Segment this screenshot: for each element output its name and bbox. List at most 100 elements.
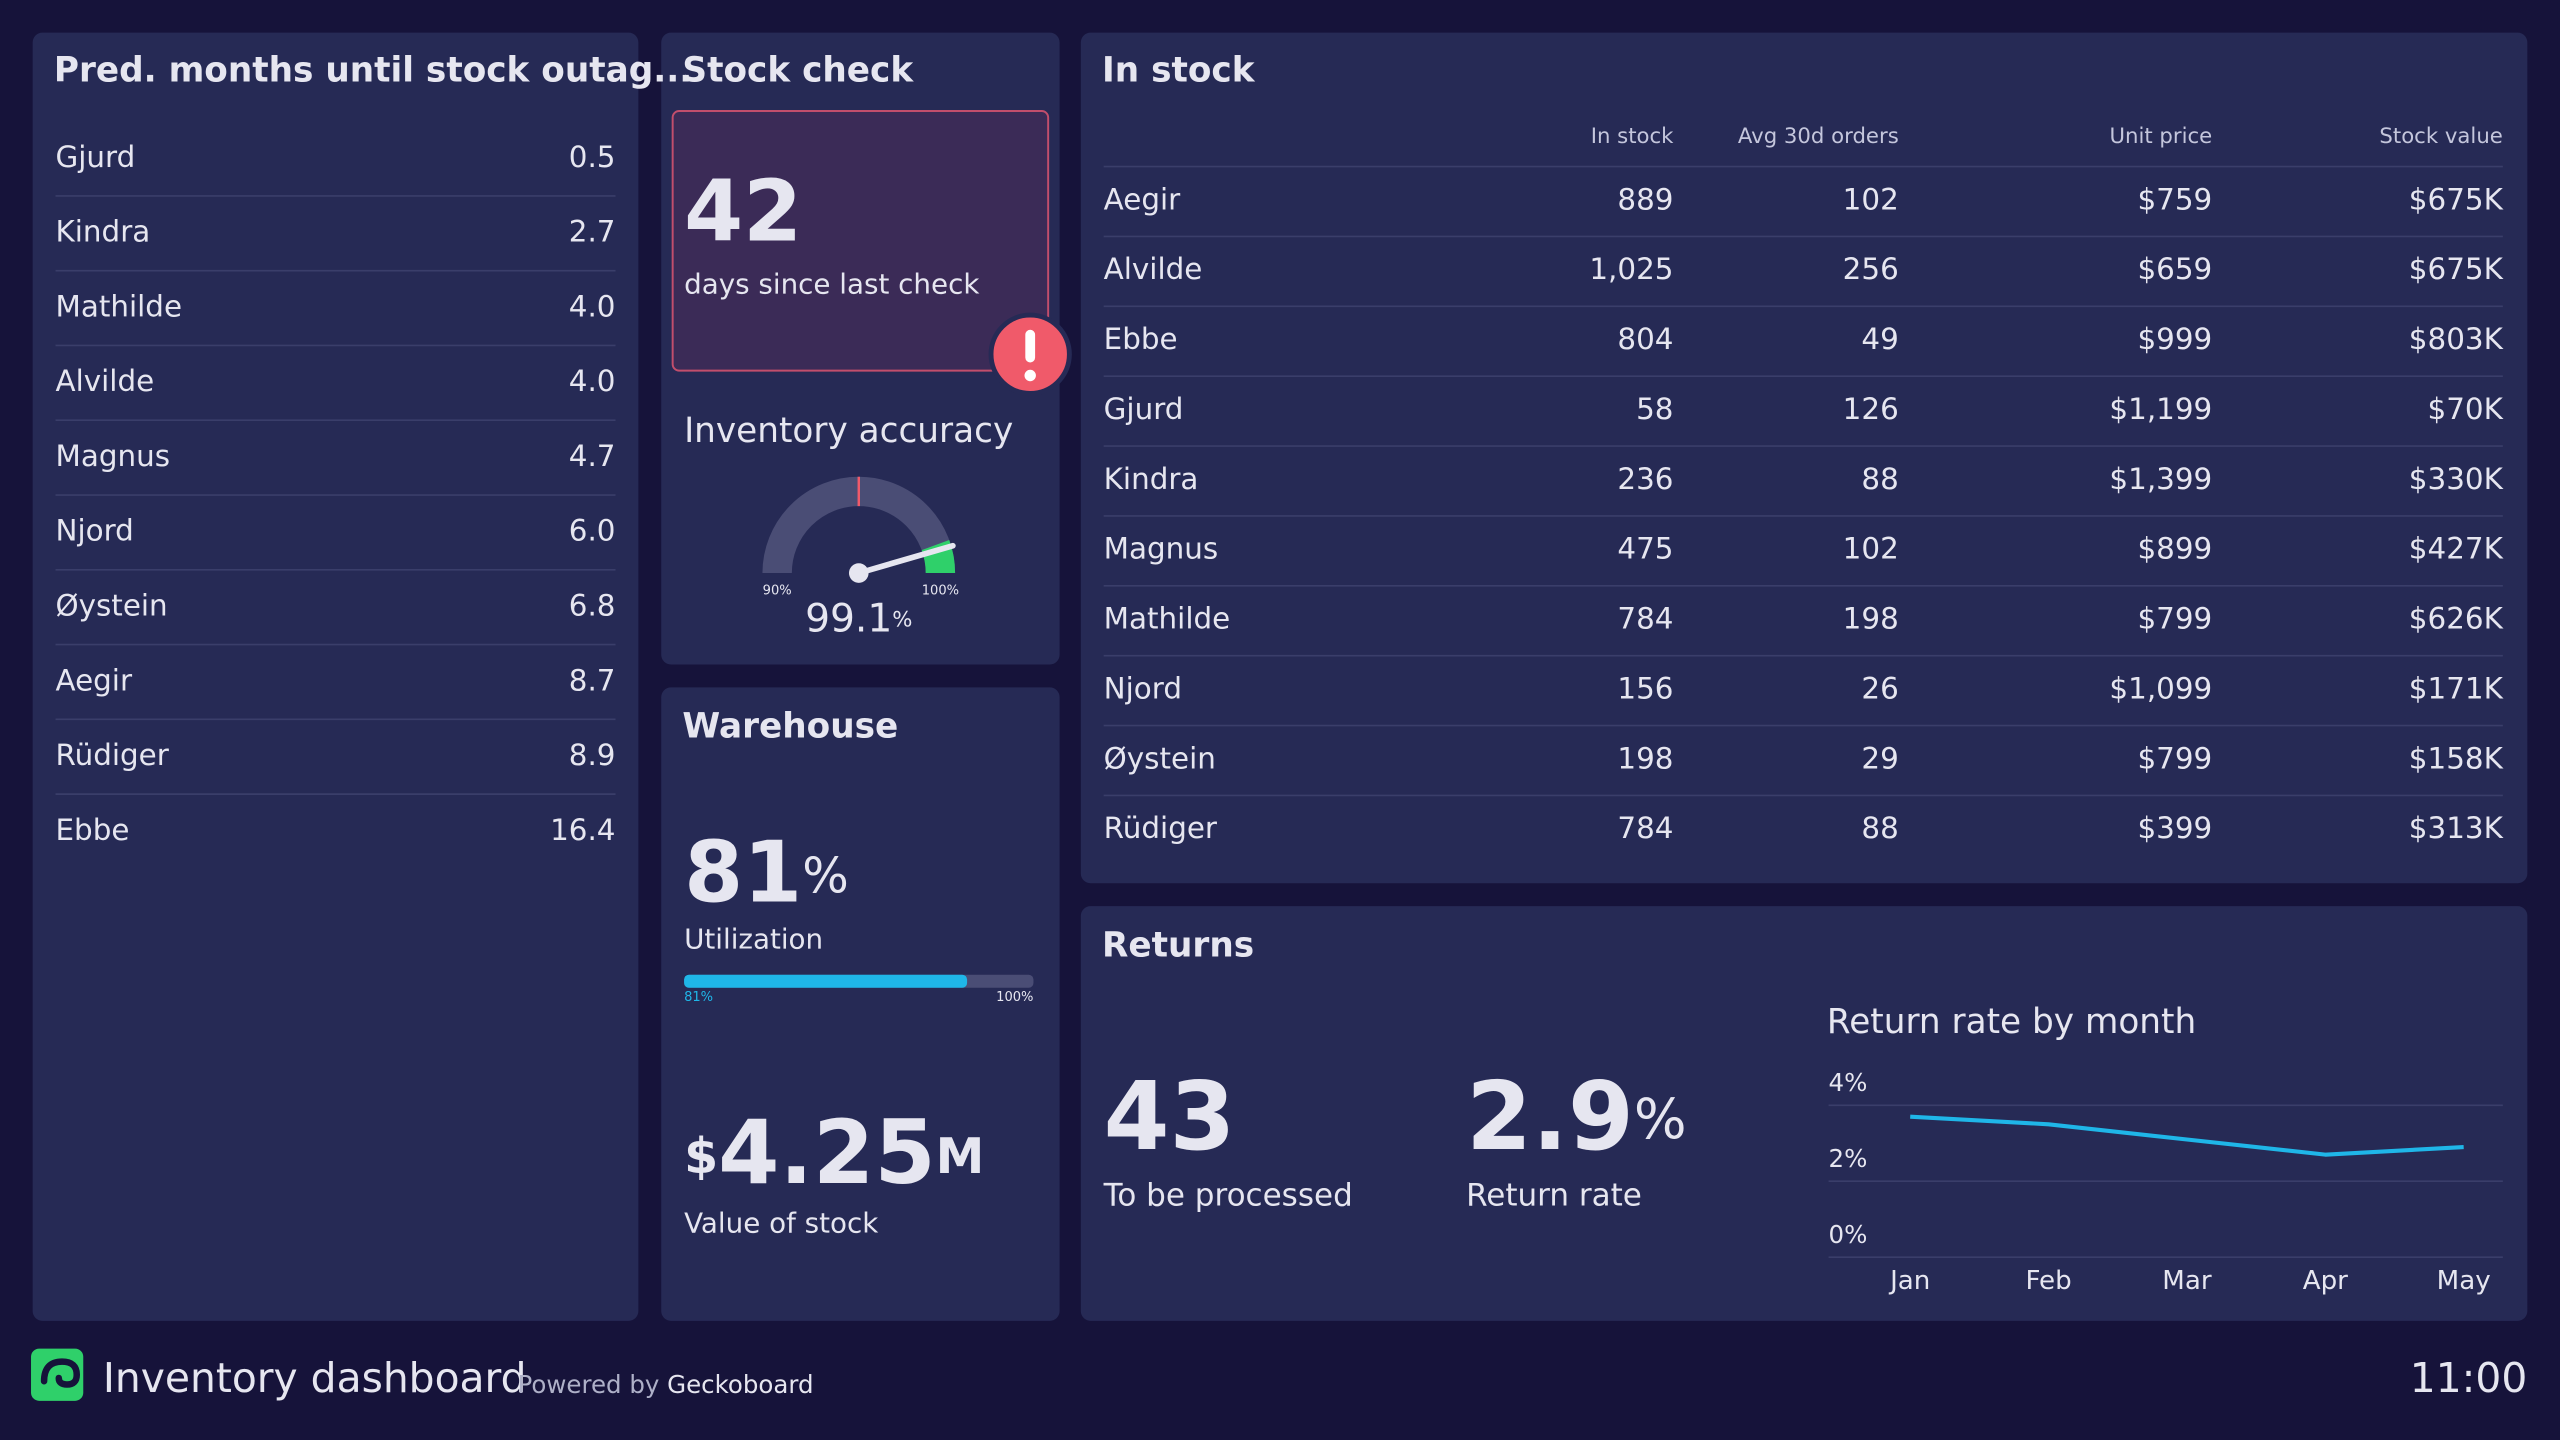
- to-process-label: To be processed: [1103, 1178, 1353, 1214]
- row-name: Alvilde: [1104, 252, 1203, 286]
- x-tick-label: Feb: [2025, 1266, 2071, 1296]
- chart-title: Return rate by month: [1827, 1002, 2196, 1042]
- cell: $313K: [2409, 811, 2504, 845]
- panel-title: Pred. months until stock outag...: [54, 50, 692, 90]
- row-value: 8.9: [569, 738, 616, 772]
- panel-title: Warehouse: [682, 707, 898, 747]
- stock-value-suffix: M: [936, 1128, 985, 1185]
- cell: $759: [2137, 182, 2212, 216]
- utilization-unit: %: [802, 847, 849, 904]
- cell: $330K: [2409, 462, 2504, 496]
- cell: 88: [1861, 811, 1898, 845]
- cell: 26: [1861, 671, 1898, 705]
- cell: 784: [1617, 602, 1673, 636]
- gauge-zone: [921, 540, 956, 574]
- cell: 1,025: [1589, 252, 1673, 286]
- row-value: 4.0: [569, 289, 616, 323]
- stock-value-number: 4.25: [718, 1102, 936, 1205]
- cell: 49: [1861, 322, 1898, 356]
- cell: $171K: [2409, 671, 2504, 705]
- cell: $803K: [2409, 322, 2504, 356]
- column-header: Unit price: [2109, 124, 2212, 149]
- cell: 102: [1843, 532, 1899, 566]
- row-value: 6.0: [569, 514, 616, 548]
- x-tick-label: Jan: [1888, 1266, 1930, 1296]
- y-tick-label: 4%: [1829, 1068, 1868, 1097]
- x-tick-label: Apr: [2303, 1266, 2348, 1296]
- row-value: 4.7: [569, 439, 616, 473]
- gauge-min-label: 90%: [763, 584, 792, 599]
- accuracy-unit: %: [892, 607, 912, 632]
- accuracy-value: 99.1%: [805, 596, 912, 641]
- to-process-value: 43: [1104, 1062, 1236, 1172]
- row-name: Gjurd: [56, 140, 136, 174]
- cell: $399: [2137, 811, 2212, 845]
- cell: 102: [1843, 182, 1899, 216]
- cell: $1,099: [2109, 671, 2212, 705]
- panel: [1080, 906, 2528, 1321]
- row-name: Njord: [56, 514, 134, 548]
- row-name: Kindra: [56, 215, 151, 249]
- cell: $70K: [2428, 392, 2504, 426]
- accuracy-number: 99.1: [805, 596, 892, 641]
- column-header: Avg 30d orders: [1738, 124, 1899, 149]
- y-tick-label: 2%: [1829, 1144, 1868, 1173]
- cell: $899: [2137, 532, 2212, 566]
- row-name: Øystein: [1104, 741, 1216, 775]
- gauge-needle: [855, 542, 956, 576]
- row-name: Magnus: [56, 439, 171, 473]
- cell: $999: [2137, 322, 2212, 356]
- footer-powered: Powered by Geckoboard: [518, 1370, 814, 1399]
- return-rate-unit: %: [1634, 1087, 1687, 1152]
- cell: $1,399: [2109, 462, 2212, 496]
- utilization-number: 81: [684, 824, 802, 923]
- cell: $427K: [2409, 532, 2504, 566]
- footer-title: Inventory dashboard: [103, 1354, 527, 1402]
- row-name: Mathilde: [56, 289, 183, 323]
- cell: 256: [1843, 252, 1899, 286]
- x-tick-label: May: [2437, 1266, 2491, 1296]
- row-name: Mathilde: [1104, 602, 1231, 636]
- panel: [32, 32, 639, 1321]
- cell: $659: [2137, 252, 2212, 286]
- row-value: 2.7: [569, 215, 616, 249]
- panel: [1080, 32, 2528, 884]
- cell: $158K: [2409, 741, 2504, 775]
- logo-mark: [40, 1358, 81, 1388]
- alert-icon-bar: [1025, 329, 1036, 363]
- return-rate-number: 2.9: [1466, 1062, 1634, 1172]
- panel-title: In stock: [1102, 50, 1256, 90]
- bar-max-label: 100%: [996, 990, 1033, 1005]
- cell: 475: [1617, 532, 1673, 566]
- return-rate-value: 2.9%: [1466, 1062, 1687, 1172]
- cell: 236: [1617, 462, 1673, 496]
- row-name: Ebbe: [1104, 322, 1178, 356]
- row-name: Rüdiger: [56, 738, 170, 772]
- row-value: 4.0: [569, 364, 616, 398]
- cell: 88: [1861, 462, 1898, 496]
- row-value: 16.4: [550, 813, 615, 847]
- gauge-max-label: 100%: [922, 584, 959, 599]
- days-caption: days since last check: [684, 268, 979, 301]
- row-name: Magnus: [1104, 532, 1219, 566]
- cell: $626K: [2409, 602, 2504, 636]
- return-rate-label: Return rate: [1466, 1178, 1642, 1214]
- utilization-value: 81%: [684, 824, 849, 923]
- x-tick-label: Mar: [2162, 1266, 2212, 1296]
- accuracy-title: Inventory accuracy: [684, 411, 1013, 451]
- powered-by: Powered by: [518, 1370, 660, 1399]
- row-name: Njord: [1104, 671, 1182, 705]
- y-tick-label: 0%: [1829, 1220, 1868, 1249]
- cell: 889: [1617, 182, 1673, 216]
- row-name: Aegir: [56, 663, 133, 697]
- row-name: Rüdiger: [1104, 811, 1218, 845]
- cell: 156: [1617, 671, 1673, 705]
- utilization-label: Utilization: [684, 922, 823, 955]
- days-value: 42: [684, 163, 802, 262]
- row-name: Ebbe: [56, 813, 130, 847]
- cell: $799: [2137, 741, 2212, 775]
- clock: 11:00: [2410, 1354, 2528, 1402]
- cell: 58: [1636, 392, 1673, 426]
